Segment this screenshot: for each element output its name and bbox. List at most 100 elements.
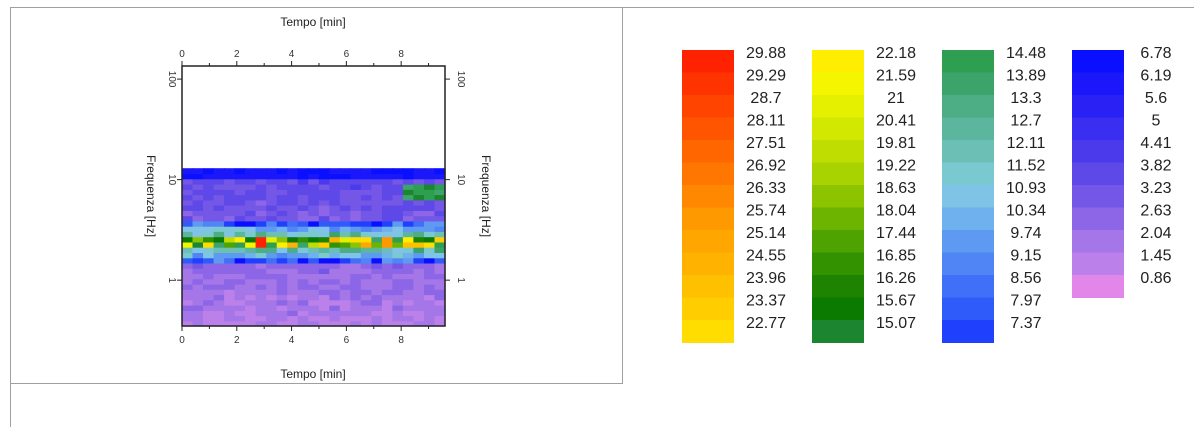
heatmap-cell xyxy=(287,178,299,185)
heatmap-cell xyxy=(392,252,404,259)
heatmap-cell xyxy=(318,247,330,253)
heatmap-cell xyxy=(424,247,436,253)
heatmap-cell xyxy=(318,262,330,269)
heatmap-cell xyxy=(360,294,372,301)
heatmap-cell xyxy=(182,247,194,253)
heatmap-cell xyxy=(381,210,393,217)
colorbar-swatch xyxy=(812,297,864,321)
heatmap-cell xyxy=(266,268,278,274)
heatmap-cell xyxy=(402,247,414,253)
heatmap-cell xyxy=(350,241,362,248)
heatmap-cell xyxy=(234,199,246,206)
heatmap-cell xyxy=(266,215,278,222)
heatmap-cell xyxy=(266,184,278,190)
colorbar-label: 24.55 xyxy=(746,248,786,265)
heatmap-cell xyxy=(224,194,236,201)
colorbar-label: 28.7 xyxy=(750,90,781,107)
heatmap-cell xyxy=(276,199,288,206)
heatmap-cell xyxy=(224,173,236,180)
colorbar-label: 23.37 xyxy=(746,293,786,310)
heatmap-cell xyxy=(402,273,414,280)
heatmap-cell xyxy=(381,194,393,201)
heatmap-cell xyxy=(434,241,446,248)
colorbar-swatch xyxy=(682,117,734,141)
heatmap-cell xyxy=(402,283,414,290)
heatmap-cell xyxy=(224,268,236,274)
colorbar-label: 9.74 xyxy=(1010,225,1041,242)
heatmap-cell xyxy=(318,178,330,185)
heatmap-cell xyxy=(413,173,425,180)
heatmap-cell xyxy=(350,257,362,264)
heatmap-cell xyxy=(318,205,330,211)
heatmap-cell xyxy=(297,310,309,317)
heatmap-cell xyxy=(434,220,446,227)
heatmap-cell xyxy=(182,310,194,317)
heatmap-cell xyxy=(329,184,341,190)
heatmap-cell xyxy=(276,299,288,306)
heatmap-cell xyxy=(308,241,320,248)
heatmap-cell xyxy=(318,273,330,280)
colorbar-swatch xyxy=(812,50,864,73)
heatmap-cell xyxy=(381,178,393,185)
heatmap-cell xyxy=(402,194,414,201)
heatmap-cell xyxy=(255,215,267,222)
heatmap-cell xyxy=(255,305,267,311)
heatmap-cell xyxy=(434,305,446,311)
heatmap-cell xyxy=(287,189,299,196)
heatmap-cell xyxy=(434,310,446,317)
heatmap-cell xyxy=(182,273,194,280)
heatmap-cell xyxy=(308,210,320,217)
heatmap-cell xyxy=(297,262,309,269)
heatmap-cell xyxy=(339,273,351,280)
heatmap-cell xyxy=(255,283,267,290)
heatmap-cell xyxy=(192,220,204,227)
heatmap-cell xyxy=(245,299,257,306)
heatmap-cell xyxy=(381,220,393,227)
heatmap-cell xyxy=(203,278,215,285)
y-tick-label-left: 10 xyxy=(166,174,177,186)
heatmap-cell xyxy=(255,199,267,206)
heatmap-cell xyxy=(413,299,425,306)
heatmap-cell xyxy=(287,289,299,296)
heatmap-cell xyxy=(350,168,362,175)
colorbar-label: 13.89 xyxy=(1006,68,1046,85)
heatmap-cell xyxy=(234,299,246,306)
heatmap-cell xyxy=(213,194,225,201)
heatmap-cell xyxy=(402,305,414,311)
heatmap-cell xyxy=(192,283,204,290)
heatmap-cell xyxy=(318,241,330,248)
heatmap-cell xyxy=(255,278,267,285)
heatmap-cell xyxy=(203,168,215,175)
heatmap-cell xyxy=(276,194,288,201)
heatmap-cell xyxy=(276,310,288,317)
heatmap-cell xyxy=(434,205,446,211)
heatmap-cell xyxy=(350,189,362,196)
x-tick-label-top: 8 xyxy=(398,49,404,60)
heatmap-cell xyxy=(381,257,393,264)
heatmap-cell xyxy=(276,205,288,211)
heatmap-cell xyxy=(360,173,372,180)
heatmap-cell xyxy=(213,252,225,259)
panel-border-top xyxy=(10,7,1194,8)
heatmap-cell xyxy=(413,283,425,290)
heatmap-cell xyxy=(424,315,436,322)
colorbar-swatch xyxy=(682,95,734,118)
heatmap-cell xyxy=(360,199,372,206)
heatmap-cell xyxy=(266,189,278,196)
heatmap-cell xyxy=(287,184,299,190)
heatmap-cell xyxy=(297,289,309,296)
colorbar-swatch xyxy=(812,275,864,298)
heatmap-cell xyxy=(182,289,194,296)
heatmap-cell xyxy=(266,220,278,227)
heatmap-cell xyxy=(413,273,425,280)
heatmap-cell xyxy=(287,215,299,222)
heatmap-cell xyxy=(371,220,383,227)
heatmap-cell xyxy=(424,257,436,264)
heatmap-cell xyxy=(339,257,351,264)
heatmap-cell xyxy=(182,210,194,217)
heatmap-cell xyxy=(381,278,393,285)
heatmap-cell xyxy=(192,257,204,264)
heatmap-cell xyxy=(213,236,225,243)
heatmap-cell xyxy=(371,315,383,322)
heatmap-cell xyxy=(434,247,446,253)
